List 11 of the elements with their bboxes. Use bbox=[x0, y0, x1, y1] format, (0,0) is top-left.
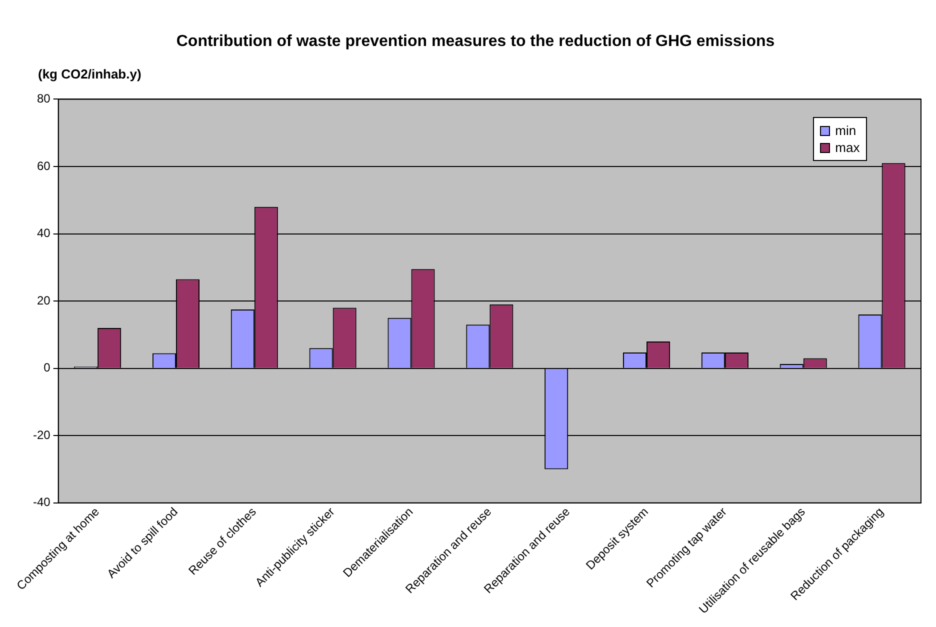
y-tick-label: 60 bbox=[36, 158, 51, 173]
y-tick-label: -40 bbox=[33, 495, 51, 510]
y-tick-label: -20 bbox=[33, 428, 51, 442]
y-tick-label: 0 bbox=[44, 360, 51, 375]
y-tick-label: 80 bbox=[36, 92, 51, 106]
chart-title: Contribution of waste prevention measures to the reduction of GHG emissions bbox=[176, 33, 775, 50]
legend-label: min bbox=[834, 123, 858, 138]
y-axis-title: (kg CO2/inhab.y) bbox=[38, 66, 142, 82]
y-tick-label: 40 bbox=[36, 226, 51, 240]
y-tick-label: 20 bbox=[36, 293, 51, 308]
legend-label: max bbox=[834, 140, 860, 156]
